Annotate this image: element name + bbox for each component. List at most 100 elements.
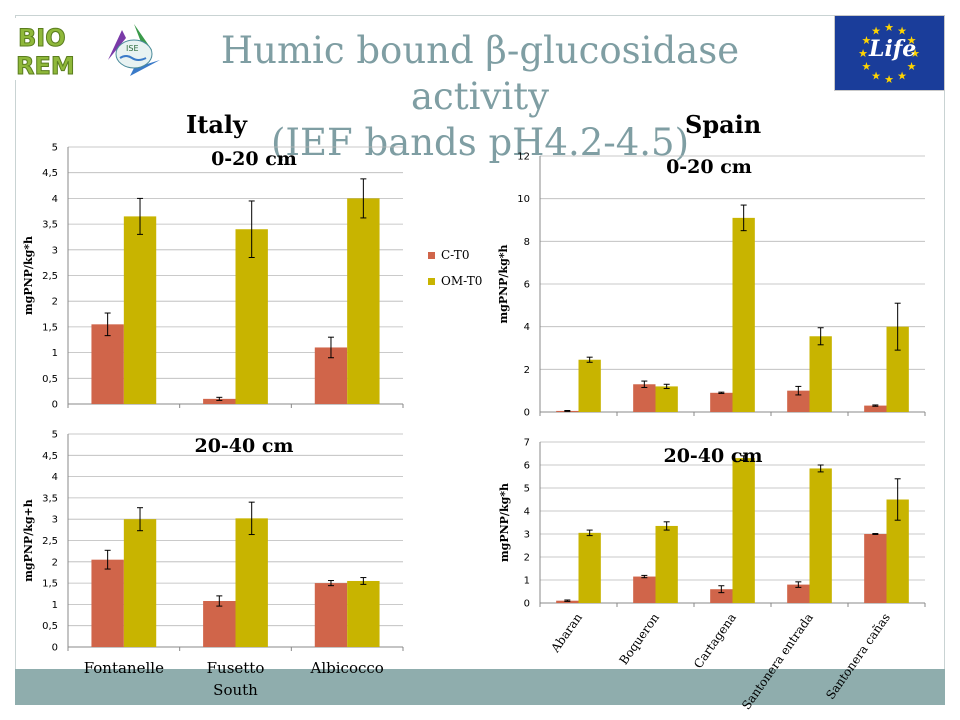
bar-c-t0	[633, 576, 656, 603]
y-tick-label: 4	[524, 507, 530, 518]
bar-c-t0	[314, 583, 348, 647]
y-tick-label: 1,5	[42, 579, 58, 590]
y-tick-label: 0	[524, 408, 530, 419]
x-category-label: Fontanelle	[84, 659, 164, 677]
bar-om-t0	[809, 336, 832, 412]
eu-life-logo: ★ ★ ★ ★ ★ ★ ★ ★ ★ ★ ★ ★ Life	[834, 15, 945, 91]
legend-swatch	[428, 252, 435, 259]
y-axis-label: mgPNP/kg*h	[22, 236, 35, 315]
bar-om-t0	[655, 525, 678, 603]
ise-recycle-logo: ISE	[108, 24, 160, 76]
y-tick-label: 0	[524, 599, 530, 610]
y-tick-label: 2	[524, 553, 530, 564]
bar-c-t0	[91, 559, 124, 647]
y-tick-label: 5	[524, 484, 530, 495]
y-tick-label: 3	[524, 530, 530, 541]
bar-c-t0	[203, 398, 236, 404]
y-tick-label: 4	[52, 194, 58, 205]
y-tick-label: 6	[524, 280, 530, 291]
y-tick-label: 4	[524, 322, 530, 333]
bar-om-t0	[578, 532, 601, 603]
y-tick-label: 2,5	[42, 536, 58, 547]
y-tick-label: 7	[524, 438, 530, 449]
y-tick-label: 5	[52, 143, 58, 154]
bar-om-t0	[655, 386, 678, 412]
y-tick-label: 3	[52, 515, 58, 526]
bar-om-t0	[123, 216, 157, 404]
y-axis-label: mgPNP/kg*h	[497, 244, 510, 323]
title-line-1: Humic bound β-glucosidase activity	[220, 29, 740, 118]
bottom-band	[15, 669, 945, 705]
eu-logo-text: Life	[869, 36, 917, 62]
legend-label: C-T0	[441, 248, 469, 262]
bar-om-t0	[809, 468, 832, 603]
section-label-spain: Spain	[685, 110, 762, 139]
page-title: Humic bound β-glucosidase activity (IEF …	[150, 28, 810, 166]
y-tick-label: 4	[52, 472, 58, 483]
eu-star: ★	[910, 47, 920, 60]
bar-om-t0	[732, 217, 755, 412]
biorem-logo: BIO REM	[14, 18, 76, 80]
bar-c-t0	[710, 589, 733, 603]
bar-om-t0	[347, 198, 380, 404]
svg-text:BIO: BIO	[18, 24, 66, 52]
bar-om-t0	[235, 229, 268, 404]
bar-om-t0	[732, 458, 755, 603]
section-label-italy: Italy	[186, 110, 247, 139]
y-tick-label: 8	[524, 237, 530, 248]
y-axis-label: mgPNP/kg*h	[498, 483, 511, 562]
x-category-label: Boqueron	[617, 610, 663, 667]
bar-c-t0	[710, 392, 733, 412]
bar-om-t0	[886, 499, 909, 603]
chart-italy-0-20: 0 0,5 1 1,5 2 2,5 3 3,5 4 4,5 5 0-20 cm mgPNP/kg*h C-…	[22, 143, 482, 411]
svg-text:REM: REM	[16, 52, 75, 80]
eu-star: ★	[884, 73, 894, 86]
x-category-label: Albicocco	[310, 659, 384, 677]
y-tick-label: 4,5	[42, 168, 58, 179]
bar-c-t0	[864, 405, 887, 412]
eu-star: ★	[858, 47, 868, 60]
bar-om-t0	[347, 580, 380, 647]
x-category-label: Santonera entrada	[739, 611, 816, 712]
y-tick-label: 1	[52, 348, 58, 359]
y-tick-label: 12	[517, 152, 530, 163]
bar-om-t0	[578, 359, 601, 412]
chart-italy-20-40: 0 0,5 1 1,5 2 2,5 3 3,5 4 4,5 5 Fontanelle Fusetto So…	[22, 430, 404, 699]
y-tick-label: 0	[52, 643, 58, 654]
eu-star: ★	[871, 24, 881, 37]
chart-title: 0-20 cm	[666, 156, 752, 178]
x-category-label: Cartagena	[691, 611, 739, 671]
x-category-label: Santonera cañas	[823, 611, 893, 702]
chart-title: 20-40 cm	[663, 445, 762, 467]
bar-om-t0	[235, 518, 268, 647]
bar-om-t0	[123, 519, 157, 647]
y-tick-label: 3,5	[42, 220, 58, 231]
bar-c-t0	[91, 324, 124, 404]
y-tick-label: 2	[52, 557, 58, 568]
eu-star: ★	[862, 60, 872, 73]
y-tick-label: 3	[52, 245, 58, 256]
y-tick-label: 2	[52, 297, 58, 308]
y-tick-label: 3,5	[42, 493, 58, 504]
y-tick-label: 0,5	[42, 374, 58, 385]
y-tick-label: 0	[52, 400, 58, 411]
y-tick-label: 5	[52, 430, 58, 441]
legend-label: OM-T0	[441, 274, 482, 288]
y-tick-label: 2	[524, 365, 530, 376]
legend-swatch	[428, 278, 435, 285]
y-tick-label: 0,5	[42, 621, 58, 632]
y-tick-label: 10	[517, 194, 530, 205]
eu-star: ★	[884, 21, 894, 34]
x-category-label: Abaran	[548, 610, 586, 655]
svg-text:ISE: ISE	[126, 44, 139, 53]
y-tick-label: 4,5	[42, 451, 58, 462]
chart-title: 0-20 cm	[211, 148, 297, 170]
eu-star: ★	[897, 24, 907, 37]
eu-star: ★	[907, 60, 917, 73]
eu-star: ★	[871, 70, 881, 83]
eu-star: ★	[897, 70, 907, 83]
eu-star: ★	[862, 34, 872, 47]
y-tick-label: 2,5	[42, 271, 58, 282]
